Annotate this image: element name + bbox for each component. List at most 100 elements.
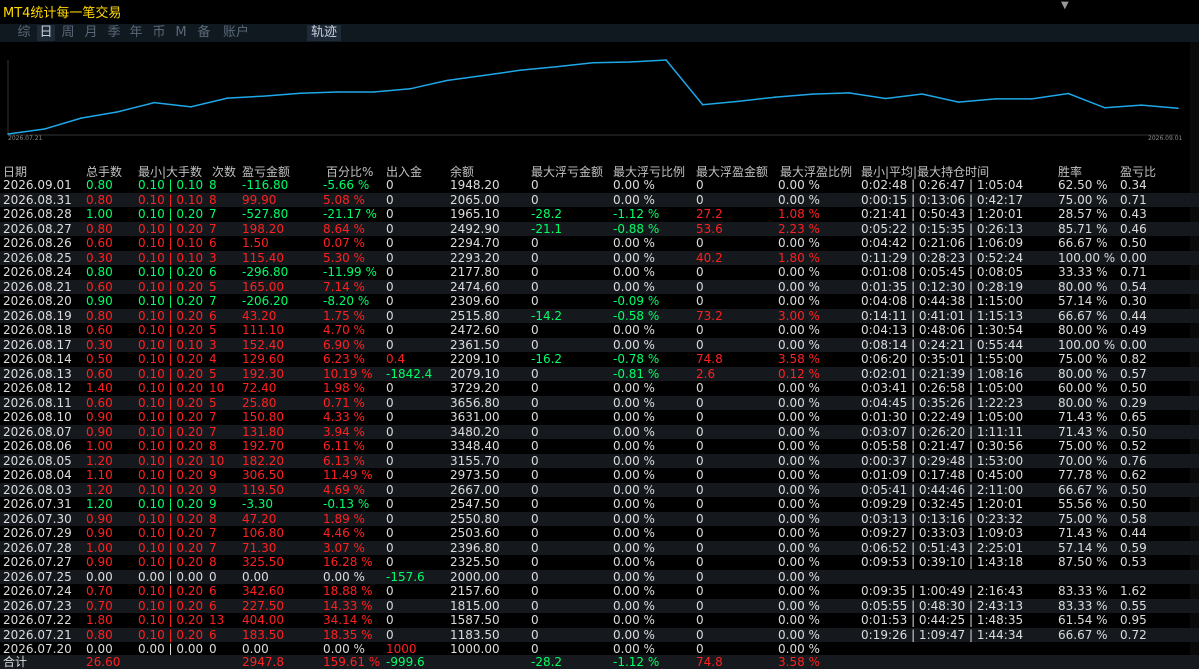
table-row[interactable]: 2026.08.28 1.00 0.10 | 0.20 7 -527.80 -21.17 … [0, 207, 1199, 222]
table-row[interactable]: 2026.08.25 0.30 0.10 | 0.10 3 115.40 5.30 % 0 2… [0, 250, 1199, 265]
table-row[interactable]: 2026.08.21 0.60 0.10 | 0.20 5 165.00 7.14 % 0 2… [0, 279, 1199, 294]
table-row[interactable]: 2026.08.13 0.60 0.10 | 0.20 5 192.30 10.19 % -… [0, 366, 1199, 381]
cell-io: -157.6 [386, 569, 425, 584]
tab-3[interactable]: 月 [84, 25, 98, 40]
tab-8[interactable]: 备 [197, 25, 211, 40]
cell-pnl: 183.50 [242, 627, 284, 642]
cell-date: 2026.08.14 [3, 352, 72, 366]
table-row[interactable]: 2026.08.07 0.90 0.10 | 0.20 7 131.80 3.94 % 0 3… [0, 424, 1199, 439]
equity-chart: 2026.07.21 2026.09.01 [0, 42, 1199, 150]
tab-6[interactable]: 币 [152, 25, 166, 40]
tab-4[interactable]: 季 [107, 25, 121, 40]
equity-point [1067, 92, 1070, 95]
table-row[interactable]: 2026.07.30 0.90 0.10 | 0.20 8 47.20 1.89 % 0 25… [0, 511, 1199, 526]
table-row[interactable]: 2026.07.23 0.70 0.10 | 0.20 6 227.50 14.33 % 0… [0, 598, 1199, 613]
column-header[interactable]: 日期 [3, 165, 28, 179]
table-row[interactable]: 2026.07.25 0.00 0.00 | 0.00 0 0.00 0.00 % -157… [0, 569, 1199, 584]
cell-mfl: -21.1 [531, 221, 563, 236]
table-row[interactable]: 2026.08.11 0.60 0.10 | 0.20 5 25.80 0.71 % 0 36… [0, 395, 1199, 410]
cell-count: 6 [209, 627, 217, 642]
cell-lots: 0.60 [86, 395, 113, 410]
table-row[interactable]: 2026.08.31 0.80 0.10 | 0.10 8 99.90 5.08 % 0 20… [0, 192, 1199, 207]
cell-minmax: 0.10 | 0.20 [138, 439, 204, 453]
total-pct: 159.61 % [323, 655, 381, 669]
cell-mfpp: 0.00 % [778, 497, 820, 511]
table-row[interactable]: 2026.08.18 0.60 0.10 | 0.20 5 111.10 4.70 % 0 2… [0, 323, 1199, 338]
column-header[interactable]: 盈亏金额 [242, 165, 291, 179]
column-header[interactable]: 最大浮亏比例 [613, 165, 686, 179]
cell-mflp: 0.00 % [613, 250, 655, 265]
table-row[interactable]: 2026.08.10 0.90 0.10 | 0.20 7 150.80 4.33 % 0 3… [0, 410, 1199, 425]
column-header[interactable]: 次数 [212, 165, 237, 179]
cell-mfp: 0 [696, 584, 704, 598]
tab-5[interactable]: 年 [129, 25, 143, 40]
column-header[interactable]: 胜率 [1058, 165, 1083, 179]
cell-win: 85.71 % [1058, 221, 1108, 236]
table-row[interactable]: 2026.09.01 0.80 0.10 | 0.10 8 -116.80 -5.66 %… [0, 178, 1199, 193]
column-header[interactable]: 最大浮亏金额 [531, 165, 604, 179]
tab-2[interactable]: 周 [61, 25, 75, 40]
cell-pct: 0.07 % [323, 236, 365, 250]
table-row[interactable]: 2026.08.12 1.40 0.10 | 0.20 10 72.40 1.98 % 0 3… [0, 381, 1199, 396]
tab-1[interactable]: 日 [37, 25, 55, 41]
table-row[interactable]: 2026.08.17 0.30 0.10 | 0.10 3 152.40 6.90 % 0 2… [0, 337, 1199, 352]
table-row[interactable]: 2026.07.29 0.90 0.10 | 0.20 7 106.80 4.46 % 0 2… [0, 526, 1199, 541]
cell-pr: 0.46 [1120, 221, 1147, 236]
cell-minmax: 0.10 | 0.20 [138, 366, 204, 381]
cell-minmax: 0.00 | 0.00 [138, 569, 204, 584]
table-row[interactable]: 2026.08.24 0.80 0.10 | 0.20 6 -296.80 -11.99 … [0, 265, 1199, 280]
cell-count: 6 [209, 308, 217, 323]
column-header[interactable]: 总手数 [86, 165, 123, 179]
cell-bal: 2294.70 [450, 236, 500, 250]
table-row[interactable]: 2026.08.26 0.60 0.10 | 0.10 6 1.50 0.07 % 0 229… [0, 236, 1199, 251]
cell-pnl: 306.50 [242, 468, 284, 482]
dropdown-arrow-icon[interactable]: ▼ [1061, 0, 1069, 11]
track-button[interactable]: 轨迹 [307, 25, 341, 41]
column-header[interactable]: 余额 [450, 165, 475, 179]
table-row[interactable]: 2026.07.27 0.90 0.10 | 0.20 8 325.50 16.28 % 0… [0, 555, 1199, 570]
cell-io: 0 [386, 410, 394, 424]
cell-count: 7 [209, 221, 217, 236]
column-header[interactable]: 最小|平均|最大持仓时间 [861, 165, 990, 179]
table-row[interactable]: 2026.07.22 1.80 0.10 | 0.20 13 404.00 34.14 %… [0, 613, 1199, 628]
cell-pct: 6.23 % [323, 352, 365, 366]
cell-count: 7 [209, 294, 217, 308]
table-row[interactable]: 2026.07.24 0.70 0.10 | 0.20 6 342.60 18.88 % 0… [0, 584, 1199, 599]
cell-io: 0 [386, 279, 394, 294]
table-row[interactable]: 2026.07.20 0.00 0.00 | 0.00 0 0.00 0.00 % 1000… [0, 642, 1199, 657]
cell-pnl: 342.60 [242, 584, 284, 598]
cell-date: 2026.07.30 [3, 511, 72, 526]
cell-pr: 0.30 [1120, 294, 1147, 308]
cell-hold: 0:09:35 | 1:00:49 | 2:16:43 [861, 584, 1024, 598]
tab-9[interactable]: 账户 [222, 25, 249, 40]
table-row[interactable]: 2026.08.05 1.20 0.10 | 0.20 10 182.20 6.13 % 0… [0, 453, 1199, 468]
column-header[interactable]: 盈亏比 [1120, 165, 1157, 179]
cell-pct: 4.33 % [323, 410, 365, 424]
cell-mflp: 0.00 % [613, 497, 655, 511]
table-row[interactable]: 2026.08.19 0.80 0.10 | 0.20 6 43.20 1.75 % 0 25… [0, 308, 1199, 323]
column-header[interactable]: 最小|大手数 [138, 165, 203, 179]
column-header[interactable]: 最大浮盈比例 [780, 165, 853, 179]
tab-0[interactable]: 综 [17, 25, 31, 40]
cell-pct: 0.71 % [323, 395, 365, 410]
table-row[interactable]: 2026.08.20 0.90 0.10 | 0.20 7 -206.20 -8.20 %… [0, 294, 1199, 309]
cell-lots: 0.60 [86, 236, 113, 250]
cell-mfp: 0 [696, 323, 704, 337]
table-row[interactable]: 2026.07.21 0.80 0.10 | 0.20 6 183.50 18.35 % 0… [0, 627, 1199, 642]
table-row[interactable]: 2026.07.28 1.00 0.10 | 0.20 7 71.30 3.07 % 0 23… [0, 540, 1199, 555]
tab-7[interactable]: M [175, 25, 187, 40]
cell-win: 87.50 % [1058, 555, 1108, 569]
table-row[interactable]: 2026.07.31 1.20 0.10 | 0.20 9 -3.30 -0.13 % 0 2… [0, 497, 1199, 512]
table-row[interactable]: 2026.08.04 1.10 0.10 | 0.20 9 306.50 11.49 % 0… [0, 468, 1199, 483]
table-row[interactable]: 2026.08.27 0.80 0.10 | 0.20 7 198.20 8.64 % 0 2… [0, 221, 1199, 236]
column-header[interactable]: 百分比% [326, 165, 374, 179]
column-header[interactable]: 出入金 [386, 165, 423, 179]
cell-win: 83.33 % [1058, 598, 1108, 613]
table-row[interactable]: 2026.08.03 1.20 0.10 | 0.20 9 119.50 4.69 % 0 2… [0, 482, 1199, 497]
cell-mfp: 0 [696, 482, 704, 497]
table-row[interactable]: 2026.08.14 0.50 0.10 | 0.20 4 129.60 6.23 % 0.… [0, 352, 1199, 367]
cell-mfp: 0 [696, 178, 704, 192]
scrollbar[interactable] [1190, 42, 1199, 669]
column-header[interactable]: 最大浮盈金额 [696, 165, 769, 179]
table-row[interactable]: 2026.08.06 1.00 0.10 | 0.20 8 192.70 6.11 % 0 3… [0, 439, 1199, 454]
